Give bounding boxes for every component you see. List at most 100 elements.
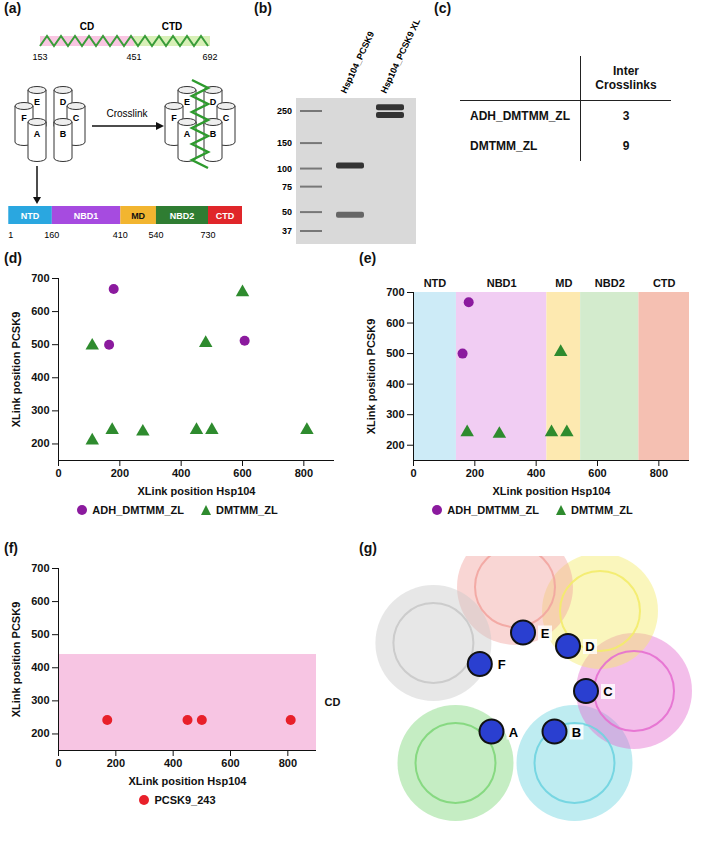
svg-text:200: 200	[31, 727, 49, 739]
svg-text:800: 800	[279, 757, 297, 769]
svg-text:NBD2: NBD2	[595, 277, 625, 289]
html-text:(b): (b)	[254, 0, 272, 16]
svg-text:XLink position Hsp104: XLink position Hsp104	[138, 485, 257, 497]
svg-text:200: 200	[31, 437, 49, 449]
svg-text:200: 200	[111, 467, 129, 479]
svg-text:A: A	[184, 129, 191, 139]
svg-text:300: 300	[31, 404, 49, 416]
svg-text:800: 800	[650, 467, 668, 479]
html-text:(e): (e)	[359, 250, 377, 266]
svg-text:D: D	[210, 97, 217, 107]
html-text:(f): (f)	[4, 540, 18, 556]
svg-text:C: C	[73, 113, 80, 123]
svg-text:0: 0	[55, 467, 61, 479]
svg-text:CTD: CTD	[216, 211, 235, 221]
html-text:DMTMM_ZL: DMTMM_ZL	[216, 504, 278, 516]
svg-text:700: 700	[31, 562, 49, 574]
svg-text:F: F	[498, 657, 506, 672]
svg-text:250: 250	[277, 106, 292, 116]
svg-text:200: 200	[107, 757, 125, 769]
svg-text:D: D	[60, 97, 67, 107]
svg-text:300: 300	[31, 694, 49, 706]
svg-text:B: B	[60, 129, 67, 139]
svg-text:600: 600	[31, 305, 49, 317]
svg-text:MD: MD	[131, 211, 145, 221]
svg-text:E: E	[541, 626, 550, 641]
html-text:(a): (a)	[4, 0, 22, 16]
svg-text:500: 500	[386, 347, 404, 359]
svg-text:600: 600	[386, 317, 404, 329]
svg-text:MD: MD	[555, 277, 572, 289]
svg-text:200: 200	[466, 467, 484, 479]
svg-text:Hsp104_PCSK9: Hsp104_PCSK9	[339, 30, 376, 95]
svg-text:A: A	[34, 129, 41, 139]
svg-text:NTD: NTD	[21, 211, 40, 221]
svg-text:1: 1	[8, 230, 13, 240]
svg-text:CD: CD	[325, 696, 341, 708]
svg-text:NBD1: NBD1	[74, 211, 99, 221]
html-text:Inter Crosslinks: Inter Crosslinks	[595, 64, 657, 92]
svg-text:800: 800	[295, 467, 313, 479]
svg-text:500: 500	[31, 628, 49, 640]
html-text:ADH_DMTMM_ZL: ADH_DMTMM_ZL	[92, 504, 184, 516]
html-text:ADH_DMTMM_ZL: ADH_DMTMM_ZL	[470, 109, 570, 123]
svg-text:NTD: NTD	[424, 277, 447, 289]
svg-text:600: 600	[221, 757, 239, 769]
svg-text:E: E	[184, 97, 190, 107]
svg-text:75: 75	[282, 182, 292, 192]
svg-text:600: 600	[588, 467, 606, 479]
svg-text:300: 300	[386, 408, 404, 420]
svg-text:Hsp104_PCSK9 XL: Hsp104_PCSK9 XL	[379, 17, 423, 95]
svg-text:160: 160	[44, 230, 59, 240]
html-text:(d): (d)	[4, 250, 22, 266]
svg-text:CTD: CTD	[162, 21, 183, 32]
html-text:ADH_DMTMM_ZL: ADH_DMTMM_ZL	[447, 504, 539, 516]
svg-text:D: D	[585, 639, 594, 654]
svg-text:692: 692	[202, 52, 217, 62]
svg-text:F: F	[171, 113, 177, 123]
svg-text:0: 0	[55, 757, 61, 769]
svg-text:400: 400	[527, 467, 545, 479]
svg-text:XLink position PCSK9: XLink position PCSK9	[10, 312, 22, 428]
svg-text:150: 150	[277, 138, 292, 148]
svg-text:E: E	[34, 97, 40, 107]
svg-text:400: 400	[31, 371, 49, 383]
svg-text:0: 0	[410, 467, 416, 479]
svg-text:C: C	[223, 113, 230, 123]
svg-text:37: 37	[282, 226, 292, 236]
svg-text:730: 730	[200, 230, 215, 240]
html-text:(g): (g)	[359, 540, 377, 556]
svg-text:153: 153	[32, 52, 47, 62]
svg-text:700: 700	[31, 272, 49, 284]
svg-text:600: 600	[31, 595, 49, 607]
svg-text:451: 451	[126, 52, 141, 62]
svg-text:410: 410	[113, 230, 128, 240]
svg-text:100: 100	[277, 164, 292, 174]
svg-text:400: 400	[31, 661, 49, 673]
svg-text:50: 50	[282, 207, 292, 217]
html-text:DMTMM_ZL: DMTMM_ZL	[470, 139, 538, 153]
svg-text:700: 700	[386, 286, 404, 298]
svg-text:NBD1: NBD1	[487, 277, 517, 289]
svg-text:B: B	[210, 129, 217, 139]
svg-text:500: 500	[31, 338, 49, 350]
html-text:(c): (c)	[434, 0, 452, 16]
svg-text:NBD2: NBD2	[170, 211, 195, 221]
svg-text:A: A	[509, 725, 519, 740]
svg-text:CTD: CTD	[653, 277, 676, 289]
svg-text:400: 400	[172, 467, 190, 479]
svg-text:400: 400	[386, 378, 404, 390]
svg-text:Crosslink: Crosslink	[106, 108, 148, 119]
svg-text:XLink position PCSK9: XLink position PCSK9	[365, 319, 377, 435]
svg-text:XLink position Hsp104: XLink position Hsp104	[129, 775, 248, 787]
svg-text:F: F	[21, 113, 27, 123]
svg-text:XLink position Hsp104: XLink position Hsp104	[493, 485, 612, 497]
svg-text:C: C	[603, 684, 613, 699]
svg-text:B: B	[572, 725, 581, 740]
svg-text:XLink position PCSK9: XLink position PCSK9	[10, 602, 22, 718]
svg-text:200: 200	[386, 439, 404, 451]
svg-text:540: 540	[148, 230, 163, 240]
svg-text:400: 400	[164, 757, 182, 769]
svg-text:600: 600	[233, 467, 251, 479]
svg-text:CD: CD	[80, 21, 94, 32]
